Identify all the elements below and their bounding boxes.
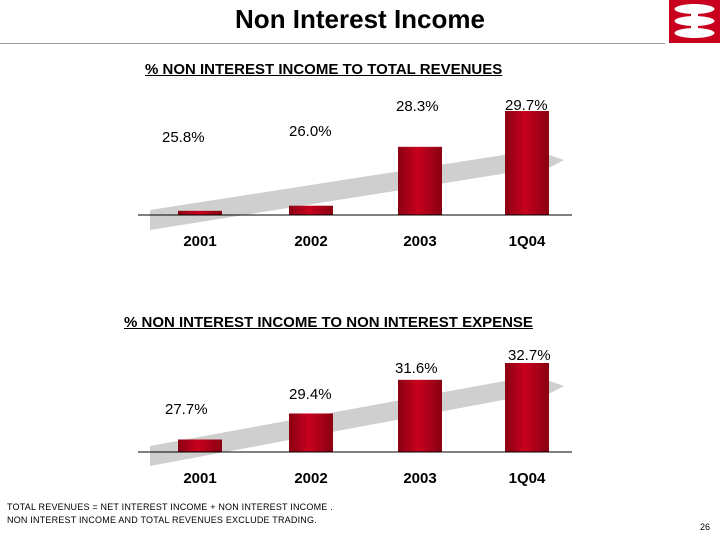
brand-logo xyxy=(669,0,720,43)
data-label-2003: 28.3% xyxy=(396,98,439,115)
flame-logo-icon xyxy=(674,4,715,38)
growth-arrow-1 xyxy=(150,140,564,230)
bar-2003 xyxy=(398,379,442,452)
footnote-line-1: TOTAL REVENUES = NET INTEREST INCOME + N… xyxy=(7,502,333,512)
data-label-2002: 29.4% xyxy=(289,386,332,403)
bar-1q04 xyxy=(505,111,549,215)
bar-2001 xyxy=(178,439,222,452)
data-label-1q04: 29.7% xyxy=(505,97,548,114)
bar-2002 xyxy=(289,413,333,452)
page-title: Non Interest Income xyxy=(235,4,485,34)
category-label-2003: 2003 xyxy=(403,233,436,250)
category-label-2003: 2003 xyxy=(403,470,436,487)
category-label-2002: 2002 xyxy=(294,470,327,487)
data-label-1q04: 32.7% xyxy=(508,347,551,364)
bar-2002 xyxy=(289,205,333,215)
data-label-2002: 26.0% xyxy=(289,123,332,140)
category-label-2002: 2002 xyxy=(294,233,327,250)
growth-arrow-2 xyxy=(150,366,564,466)
bar-2003 xyxy=(398,146,442,215)
category-label-2001: 2001 xyxy=(183,233,216,250)
page-number: 26 xyxy=(700,522,711,532)
chart-2-title: % NON INTEREST INCOME TO NON INTEREST EX… xyxy=(124,314,533,331)
data-label-2001: 25.8% xyxy=(162,129,205,146)
category-label-2001: 2001 xyxy=(183,470,216,487)
category-label-1q04: 1Q04 xyxy=(509,470,546,487)
footnote-line-2: NON INTEREST INCOME AND TOTAL REVENUES E… xyxy=(7,515,317,525)
bar-1q04 xyxy=(505,363,549,452)
category-label-1q04: 1Q04 xyxy=(509,233,546,250)
bar-2001 xyxy=(178,210,222,215)
title-divider xyxy=(0,43,665,44)
chart-1-title: % NON INTEREST INCOME TO TOTAL REVENUES xyxy=(145,61,503,78)
data-label-2001: 27.7% xyxy=(165,401,208,418)
data-label-2003: 31.6% xyxy=(395,360,438,377)
